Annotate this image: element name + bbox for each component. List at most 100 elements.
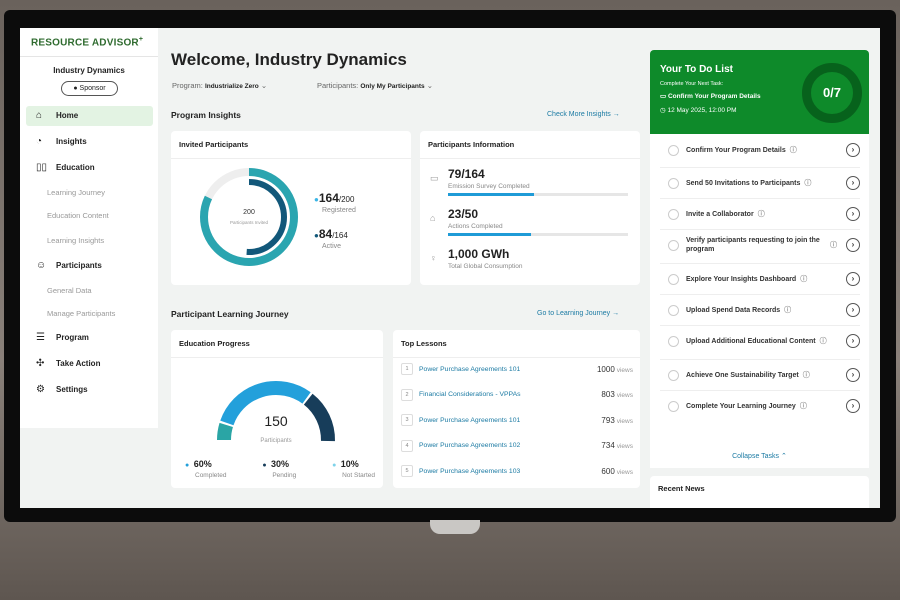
lesson-views: 793 views [601, 415, 633, 425]
task-checkbox[interactable] [668, 369, 679, 381]
divider [660, 263, 860, 264]
todo-item[interactable]: Complete Your Learning Journey ⓘ › [660, 396, 860, 416]
arrow-right-icon: → [612, 111, 620, 118]
help-icon[interactable]: ⓘ [757, 211, 765, 218]
help-icon[interactable]: ⓘ [830, 242, 837, 249]
help-icon[interactable]: ⓘ [819, 338, 827, 345]
lesson-views: 600 views [601, 466, 633, 476]
lesson-rank: 4 [401, 439, 413, 452]
screen: RESOURCE ADVISOR+ Industry Dynamics ● Sp… [20, 28, 880, 508]
check-more-insights-link[interactable]: Check More Insights → [547, 111, 620, 118]
go-to-learning-journey-link[interactable]: Go to Learning Journey → [537, 310, 620, 317]
center-label: Participants Invited [230, 220, 269, 225]
card-title: Invited Participants [171, 131, 411, 159]
education-gauge: 150 Participants [217, 381, 335, 444]
task-checkbox[interactable] [668, 177, 679, 189]
chevron-right-circle-icon[interactable]: › [846, 334, 860, 348]
lesson-views: 803 views [601, 390, 633, 399]
lightbulb-icon: ♀ [430, 253, 437, 263]
logo[interactable]: RESOURCE ADVISOR+ [31, 36, 144, 49]
todo-item[interactable]: Confirm Your Program Details ⓘ › [660, 140, 860, 160]
help-icon[interactable]: ⓘ [802, 372, 810, 379]
divider [660, 359, 860, 360]
sidebar-item-participants[interactable]: ☺ Participants [26, 256, 153, 276]
lesson-row: 1 Power Purchase Agreements 101 1000 vie… [401, 362, 633, 376]
lesson-link[interactable]: Power Purchase Agreements 103 [419, 467, 521, 475]
task-label: Explore Your Insights Dashboard [686, 275, 797, 283]
next-task[interactable]: ▭ Confirm Your Program Details [660, 93, 761, 100]
lesson-link[interactable]: Power Purchase Agreements 101 [419, 365, 521, 373]
lesson-link[interactable]: Power Purchase Agreements 102 [419, 442, 521, 449]
divider [660, 325, 860, 326]
task-checkbox[interactable] [668, 144, 679, 156]
todo-item[interactable]: Send 50 Invitations to Participants ⓘ › [660, 173, 860, 193]
chevron-right-circle-icon[interactable]: › [846, 368, 860, 382]
task-checkbox[interactable] [668, 208, 679, 220]
chevron-right-circle-icon[interactable]: › [846, 176, 860, 190]
top-lessons-card: Top Lessons 1 Power Purchase Agreements … [393, 330, 640, 488]
legend-item: ● 10% Not Started [332, 459, 375, 479]
gauge-segment-pending [303, 393, 335, 442]
lesson-link[interactable]: Financial Considerations - VPPAs [419, 391, 521, 398]
task-checkbox[interactable] [668, 304, 679, 316]
chevron-right-circle-icon[interactable]: › [846, 238, 860, 252]
card-title: Education Progress [171, 330, 383, 358]
participants-filter[interactable]: Participants: Only My Participants ⌄ [317, 81, 434, 90]
info-row: 1,000 GWh Total Global Consumption [448, 247, 523, 270]
chevron-right-circle-icon[interactable]: › [846, 272, 860, 286]
todo-item[interactable]: Upload Additional Educational Content ⓘ … [660, 331, 860, 351]
help-icon[interactable]: ⓘ [804, 180, 812, 187]
todo-list: Confirm Your Program Details ⓘ › Send 50… [650, 134, 869, 468]
task-checkbox[interactable] [668, 335, 679, 347]
todo-item[interactable]: Explore Your Insights Dashboard ⓘ › [660, 269, 860, 289]
program-filter[interactable]: Program: Industrialize Zero ⌄ [172, 81, 268, 90]
help-icon[interactable]: ⓘ [799, 403, 807, 410]
sidebar-item-take-action[interactable]: ✣ Take Action [26, 354, 153, 374]
section-title: Participant Learning Journey [171, 309, 289, 319]
invited-donut: 200 Participants Invited [200, 168, 298, 266]
lesson-row: 5 Power Purchase Agreements 103 600 view… [401, 464, 633, 478]
sidebar-item-general-data[interactable]: General Data [47, 286, 92, 295]
due-date: ◷ 12 May 2025, 12:00 PM [660, 107, 737, 114]
chevron-down-icon: ⌄ [260, 81, 268, 90]
help-icon[interactable]: ⓘ [800, 276, 808, 283]
sidebar-item-program[interactable]: ☰ Program [26, 328, 153, 348]
task-checkbox[interactable] [668, 400, 679, 412]
task-checkbox[interactable] [668, 239, 679, 251]
sidebar-item-learning-insights[interactable]: Learning Insights [47, 236, 105, 245]
task-checkbox[interactable] [668, 273, 679, 285]
help-icon[interactable]: ⓘ [784, 307, 792, 314]
chevron-right-circle-icon[interactable]: › [846, 303, 860, 317]
progress-bar-fill [448, 193, 535, 196]
todo-item[interactable]: Achieve One Sustainability Target ⓘ › [660, 365, 860, 385]
survey-icon: ▭ [430, 173, 439, 183]
todo-item[interactable]: Upload Spend Data Records ⓘ › [660, 300, 860, 320]
help-icon[interactable]: ⓘ [789, 147, 797, 154]
sidebar-item-education-content[interactable]: Education Content [47, 211, 109, 220]
sidebar-item-manage-participants[interactable]: Manage Participants [47, 309, 116, 318]
divider [20, 56, 158, 57]
todo-item[interactable]: Invite a Collaborator ⓘ › [660, 204, 860, 224]
gear-icon: ⚙ [36, 384, 45, 395]
card-title: Participants Information [420, 131, 640, 159]
center-value: 200 [243, 209, 255, 216]
sidebar-item-home[interactable]: ⌂ Home [26, 106, 153, 126]
divider [660, 229, 860, 230]
sidebar-item-settings[interactable]: ⚙ Settings [26, 380, 153, 400]
chevron-right-circle-icon[interactable]: › [846, 143, 860, 157]
chevron-right-circle-icon[interactable]: › [846, 207, 860, 221]
role-badge: ● Sponsor [61, 81, 118, 96]
sidebar-item-learning-journey[interactable]: Learning Journey [47, 188, 105, 197]
education-progress-card: Education Progress 150 Participants ● 60… [171, 330, 383, 488]
sidebar-item-education[interactable]: ▯▯ Education [26, 158, 153, 178]
recent-news-card: Recent News [650, 476, 869, 508]
info-row: 79/164 Emission Survey Completed [448, 165, 628, 196]
active-arc [211, 179, 287, 255]
lesson-link[interactable]: Power Purchase Agreements 101 [419, 416, 521, 424]
chevron-right-circle-icon[interactable]: › [846, 399, 860, 413]
chevron-up-icon: ⌃ [781, 453, 787, 460]
collapse-tasks-button[interactable]: Collapse Tasks ⌃ [732, 453, 787, 460]
book-icon: ▯▯ [36, 162, 48, 173]
sidebar-item-insights[interactable]: ◔ Insights [26, 132, 153, 152]
todo-item[interactable]: Verify participants requesting to join t… [660, 235, 860, 255]
